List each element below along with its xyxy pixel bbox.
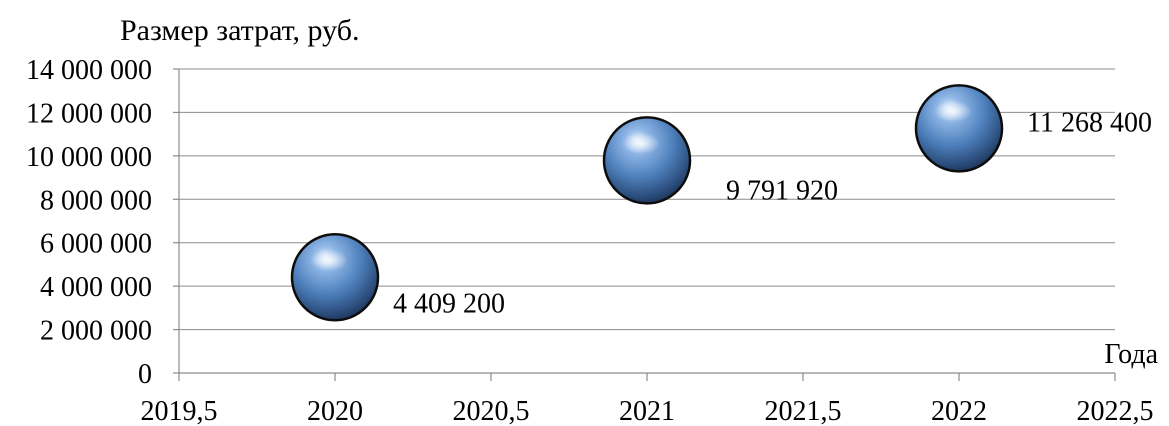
data-points: 4 409 200 9 791 920 11 268 400 xyxy=(290,84,1152,322)
sphere-highlight xyxy=(622,132,660,155)
sphere-marker xyxy=(602,116,692,205)
data-label-2021: 9 791 920 xyxy=(726,175,838,206)
y-tick-label-2: 4 000 000 xyxy=(40,272,152,303)
data-point-2020: 4 409 200 xyxy=(290,233,505,322)
data-label-2020: 4 409 200 xyxy=(393,288,505,319)
y-tick-label-7: 14 000 000 xyxy=(26,55,152,86)
y-tick-labels: 0 2 000 000 4 000 000 6 000 000 8 000 000 10 … xyxy=(26,55,152,390)
sphere-highlight xyxy=(310,249,348,272)
y-axis-title: Размер затрат, руб. xyxy=(120,14,359,47)
data-point-2022: 11 268 400 xyxy=(914,84,1152,173)
sphere-marker xyxy=(914,84,1004,173)
x-tick-label-2: 2020,5 xyxy=(453,396,530,426)
x-tick-label-5: 2022 xyxy=(931,396,987,426)
data-label-2022: 11 268 400 xyxy=(1027,107,1152,138)
y-tick-label-3: 6 000 000 xyxy=(40,229,152,260)
x-tick-label-6: 2022,5 xyxy=(1077,396,1154,426)
y-tick-label-1: 2 000 000 xyxy=(40,316,152,347)
sphere-marker xyxy=(290,233,380,322)
sphere-highlight xyxy=(934,100,972,123)
data-point-2021: 9 791 920 xyxy=(602,116,838,206)
y-tick-label-6: 12 000 000 xyxy=(26,98,152,129)
x-axis-title: Года xyxy=(1104,339,1158,370)
x-tick-label-0: 2019,5 xyxy=(141,396,218,426)
y-tick-label-5: 10 000 000 xyxy=(26,142,152,173)
x-tick-label-3: 2021 xyxy=(619,396,675,426)
x-tick-labels: 2019,5 2020 2020,5 2021 2021,5 2022 2022,5 xyxy=(141,396,1154,426)
y-tick-label-4: 8 000 000 xyxy=(40,185,152,216)
y-tick-label-0: 0 xyxy=(138,359,152,390)
x-tick-label-1: 2020 xyxy=(307,396,363,426)
axes xyxy=(173,68,1116,381)
x-tick-label-4: 2021,5 xyxy=(765,396,842,426)
